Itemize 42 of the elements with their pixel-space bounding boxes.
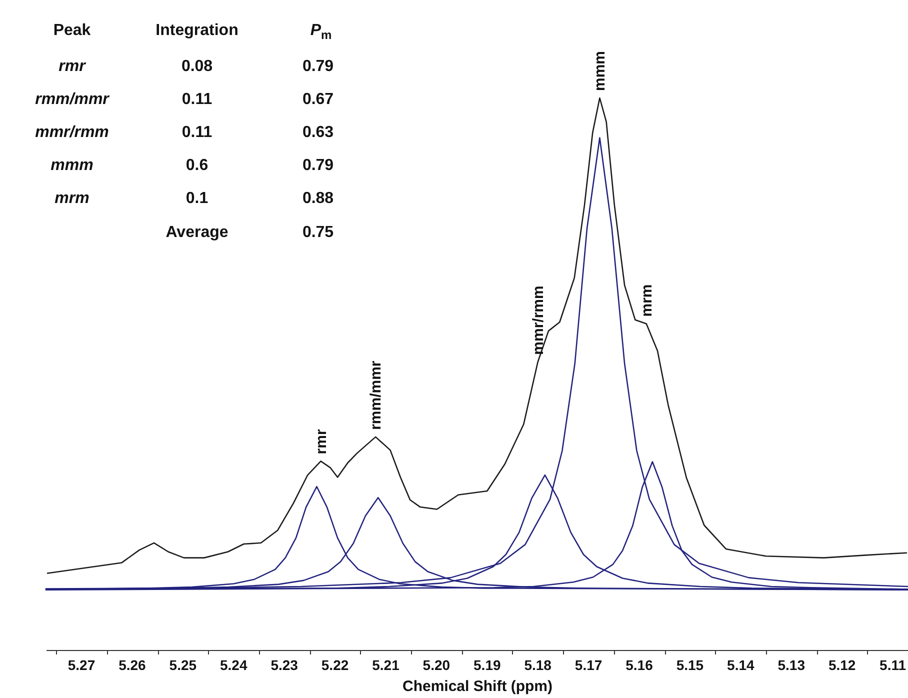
annotation: 0.11 [182,124,212,141]
x-tick-label: 5.21 [372,657,400,673]
annotation: 0.79 [302,157,334,174]
x-tick-label: 5.22 [321,657,349,673]
annotation: rmr [312,429,330,454]
annotation: 0.11 [182,91,212,108]
x-tick-label: 5.20 [422,657,450,673]
annotation: mrm [638,284,656,317]
x-tick-label: 5.16 [626,657,654,673]
annotation: mmr/rmm [530,286,547,355]
x-tick-label: 5.17 [574,657,602,673]
x-tick-label: 5.14 [727,657,755,673]
text: 0.79 [302,58,334,75]
annotation: 0.75 [302,224,334,241]
text: 0.08 [181,58,213,75]
x-tick-label: 5.12 [828,657,856,673]
x-tick-label: 5.27 [68,657,96,673]
x-axis-title: Chemical Shift (ppm) [402,678,553,695]
annotation: mmm [592,50,609,91]
annotation: Average [166,224,228,241]
x-tick-label: 5.15 [676,657,704,673]
text: Integration [156,22,238,39]
annotation: 0.1 [186,190,208,207]
annotation: rmm/mmr [35,91,110,108]
text: Peak [53,22,91,39]
x-tick-label: 5.25 [169,657,197,673]
annotation: 0.63 [302,124,334,141]
x-tick-label: 5.24 [220,657,248,673]
x-tick-label: 5.26 [118,657,146,673]
annotation: mmr/rmm [35,124,109,141]
annotation: 0.67 [302,91,334,108]
x-tick-label: 5.18 [524,657,552,673]
annotation: 0.6 [186,157,208,174]
x-tick-label: 5.13 [778,657,806,673]
x-tick-label: 5.23 [270,657,298,673]
annotation: mrm [54,190,90,207]
annotation: rmm/mmr [368,360,385,430]
annotation: 0.88 [302,190,334,207]
annotation: mmm [50,157,94,174]
x-tick-label: 5.11 [880,657,906,673]
text: rmr [58,58,86,75]
x-tick-label: 5.19 [474,657,501,673]
